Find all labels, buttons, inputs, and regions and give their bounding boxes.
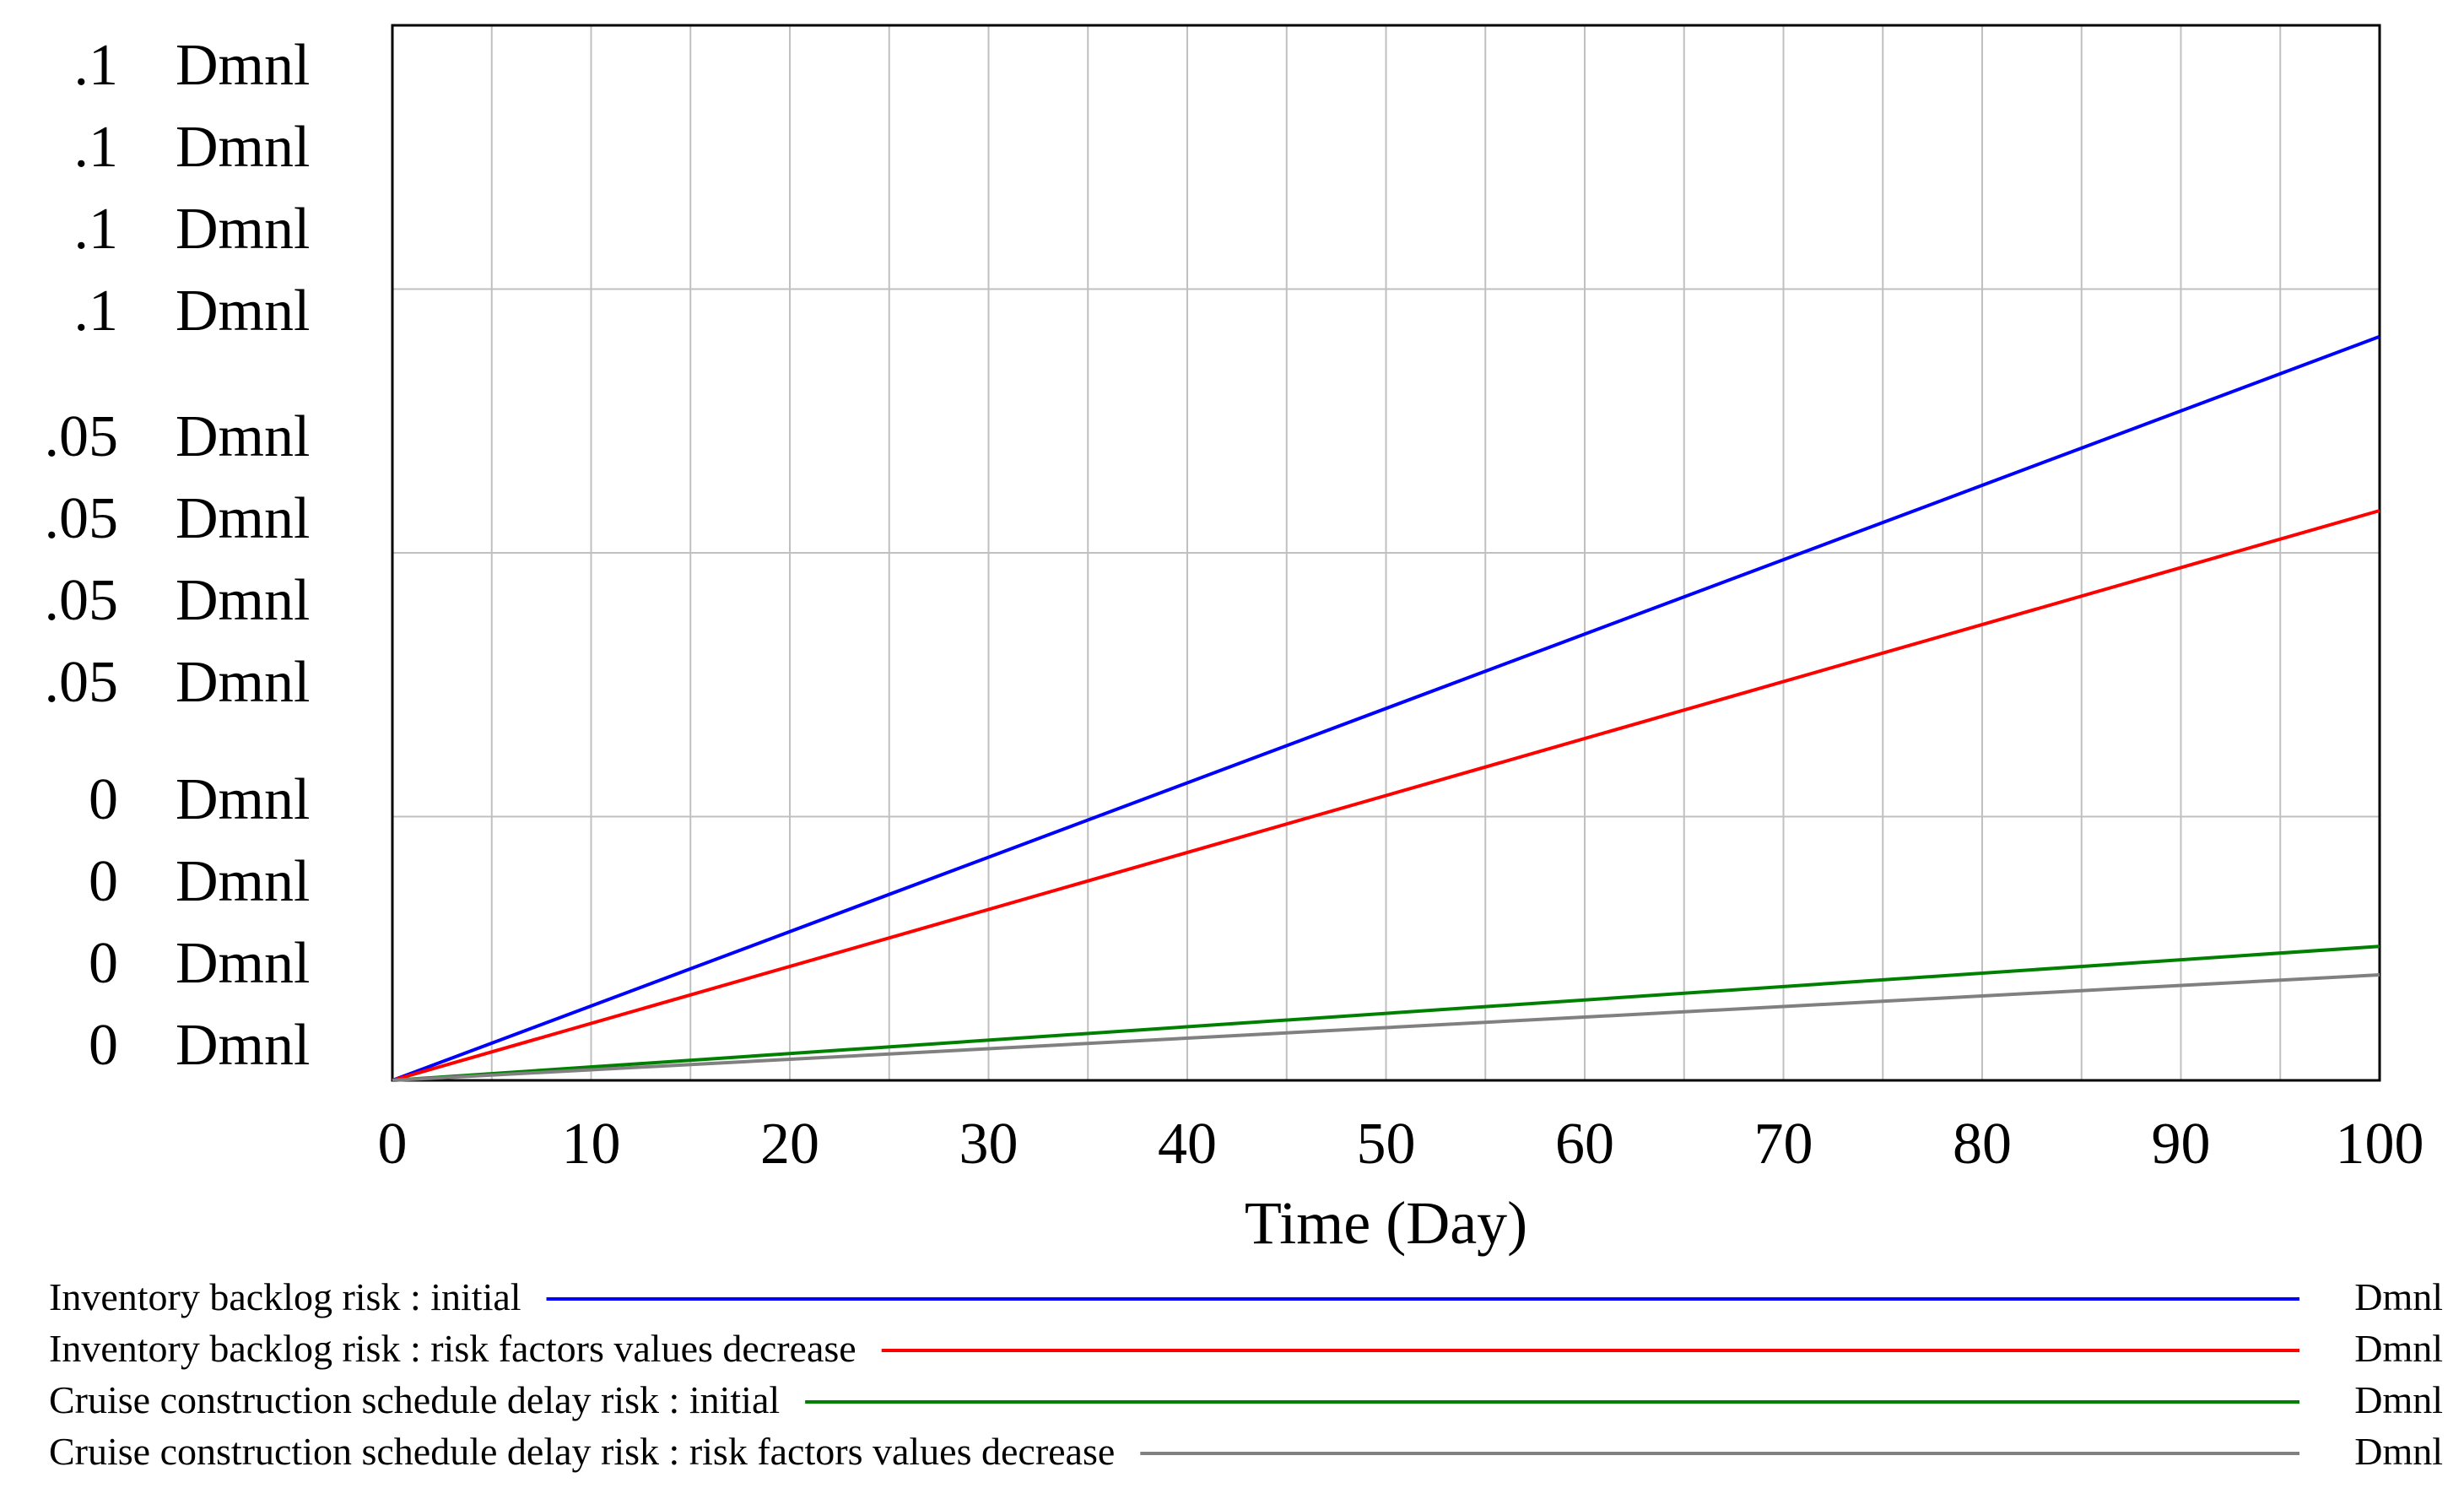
series-line-3 <box>392 944 2380 1082</box>
y-tick-unit: Dmnl <box>176 279 310 344</box>
legend-unit: Dmnl <box>2354 1327 2443 1370</box>
y-tick-unit: Dmnl <box>176 404 310 469</box>
plot-frame <box>391 24 2381 1082</box>
y-tick-unit: Dmnl <box>176 568 310 633</box>
x-tick-label: 80 <box>1953 1112 2012 1177</box>
legend-unit: Dmnl <box>2354 1430 2443 1473</box>
y-tick-value: 0 <box>89 1013 118 1078</box>
legend-unit: Dmnl <box>2354 1275 2443 1318</box>
y-tick-unit: Dmnl <box>176 486 310 551</box>
y-tick-unit: Dmnl <box>176 197 310 262</box>
x-tick-label: 90 <box>2152 1112 2211 1177</box>
x-tick-label: 30 <box>959 1112 1019 1177</box>
series-line-4 <box>392 973 2380 1082</box>
y-tick-value: .05 <box>45 650 119 715</box>
legend-label: Inventory backlog risk : risk factors va… <box>49 1327 856 1370</box>
x-tick-label: 10 <box>562 1112 621 1177</box>
y-tick-value: .1 <box>74 115 119 180</box>
legend-label: Cruise construction schedule delay risk … <box>49 1430 1115 1473</box>
grid <box>392 25 2380 1080</box>
legend-label: Inventory backlog risk : initial <box>49 1275 521 1318</box>
legend-label: Cruise construction schedule delay risk … <box>49 1378 780 1421</box>
y-tick-value: .1 <box>74 197 119 262</box>
x-tick-label: 0 <box>378 1112 408 1177</box>
y-tick-value: .1 <box>74 279 119 344</box>
series-line-2 <box>392 509 2380 1082</box>
y-tick-value: .05 <box>45 404 119 469</box>
x-tick-label: 40 <box>1158 1112 1217 1177</box>
y-tick-unit: Dmnl <box>176 849 310 914</box>
y-tick-unit: Dmnl <box>176 650 310 715</box>
y-tick-value: .1 <box>74 33 119 98</box>
y-tick-unit: Dmnl <box>176 767 310 832</box>
legend: Inventory backlog risk : initial Dmnl Inve… <box>49 1275 2443 1473</box>
x-tick-labels: 0 10 20 30 40 50 60 70 80 90 100 <box>378 1112 2424 1177</box>
x-tick-label: 50 <box>1357 1112 1416 1177</box>
y-tick-value: .05 <box>45 486 119 551</box>
x-tick-label: 100 <box>2336 1112 2424 1177</box>
y-tick-value: 0 <box>89 767 118 832</box>
y-tick-unit: Dmnl <box>176 33 310 98</box>
y-tick-unit: Dmnl <box>176 115 310 180</box>
series-line-1 <box>392 334 2380 1082</box>
x-tick-label: 60 <box>1555 1112 1614 1177</box>
x-tick-label: 70 <box>1754 1112 1813 1177</box>
y-tick-unit: Dmnl <box>176 931 310 996</box>
legend-unit: Dmnl <box>2354 1378 2443 1421</box>
y-tick-unit: Dmnl <box>176 1013 310 1078</box>
x-axis-label: Time (Day) <box>1245 1189 1527 1257</box>
y-tick-labels: .1 Dmnl .1 Dmnl .1 Dmnl .1 Dmnl .05 Dmnl .05 Dmnl .0… <box>45 33 311 1078</box>
y-tick-value: .05 <box>45 568 119 633</box>
y-tick-value: 0 <box>89 931 118 996</box>
series-lines <box>392 334 2380 1082</box>
x-tick-label: 20 <box>760 1112 819 1177</box>
y-tick-value: 0 <box>89 849 118 914</box>
